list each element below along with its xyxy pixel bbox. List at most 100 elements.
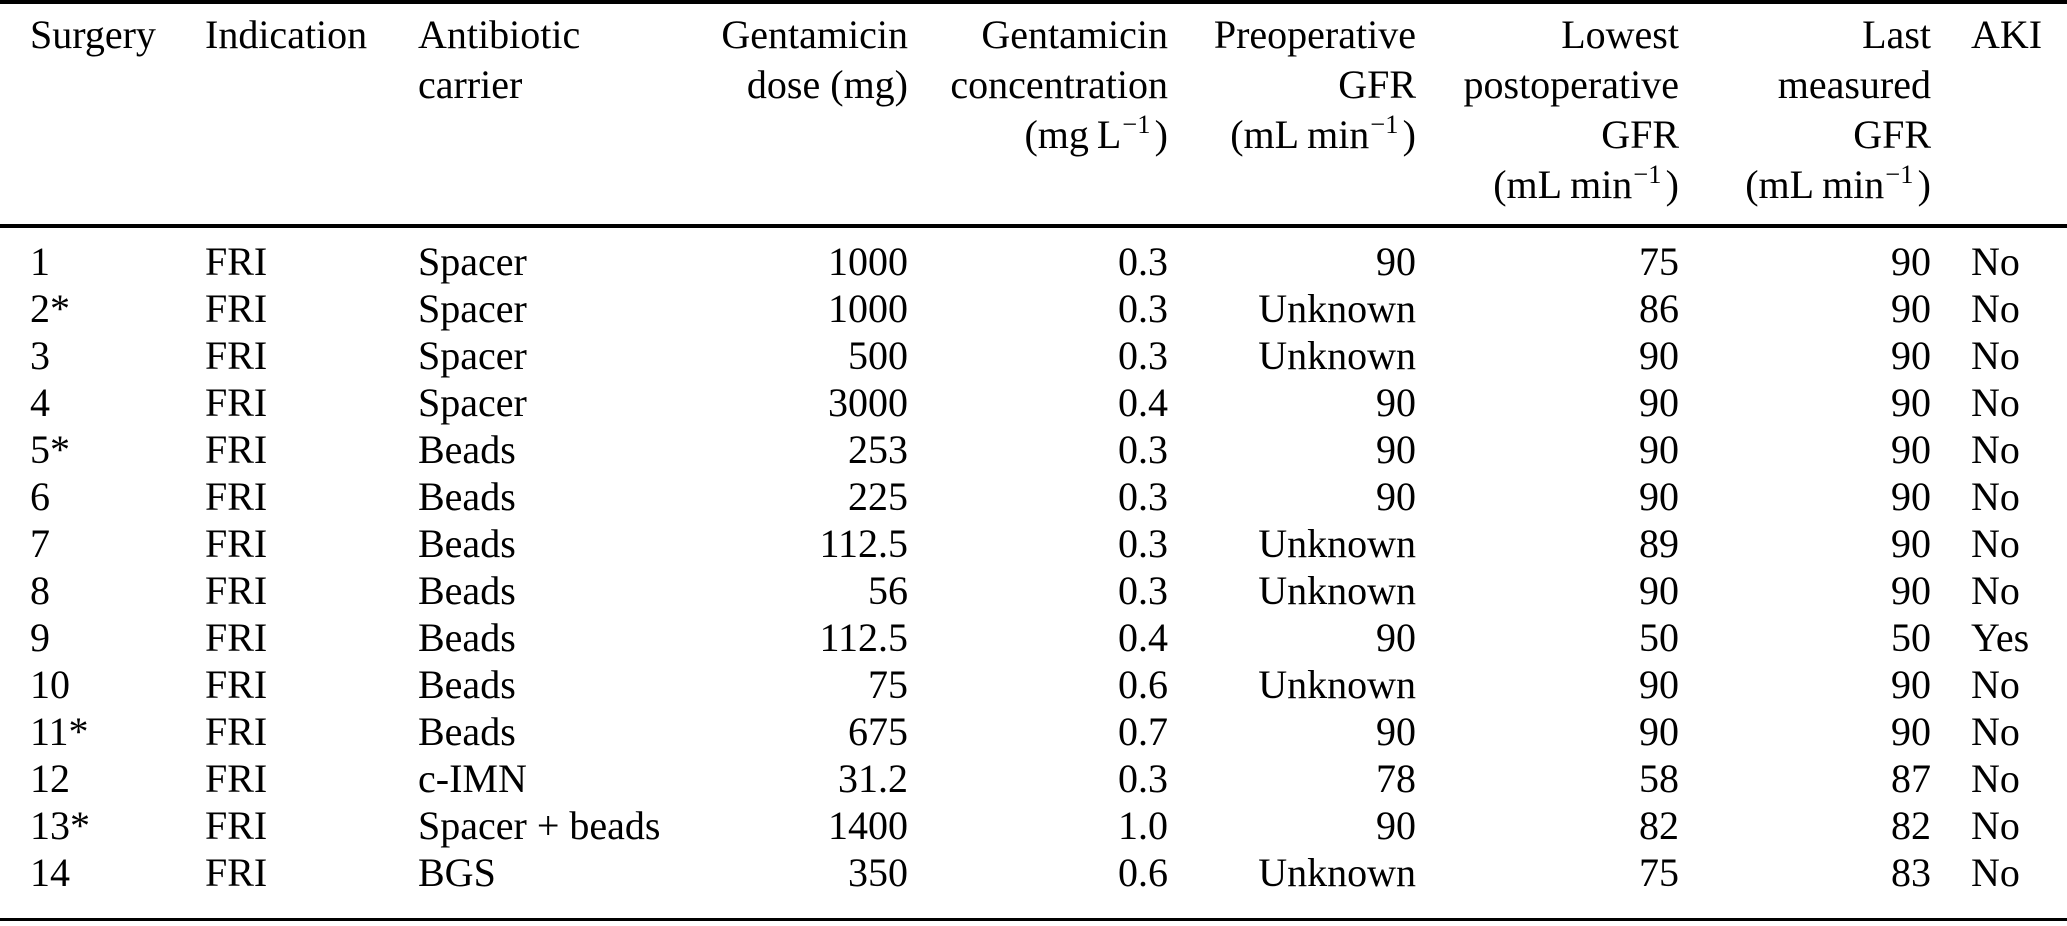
header-line: measured <box>1777 62 1931 107</box>
cell-aki: No <box>1971 427 2020 472</box>
cell-gentamicin-concentration: 0.3 <box>1118 474 1168 519</box>
cell-gentamicin-dose: 31.2 <box>838 756 908 801</box>
cell-gentamicin-dose: 1000 <box>828 286 908 331</box>
cell-last-measured-gfr: 90 <box>1891 333 1931 378</box>
header-line: GFR <box>1338 62 1416 107</box>
cell-indication: FRI <box>205 427 268 472</box>
table-row: 6 FRI Beads 225 0.3 90 90 90 No <box>0 473 2067 520</box>
cell-gentamicin-dose: 112.5 <box>819 521 908 566</box>
header-line: postoperative <box>1463 62 1680 107</box>
cell-last-measured-gfr: 90 <box>1891 709 1931 754</box>
cell-antibiotic-carrier: Spacer + beads <box>418 803 661 848</box>
cell-indication: FRI <box>205 568 268 613</box>
cell-aki: No <box>1971 521 2020 566</box>
cell-preoperative-gfr: Unknown <box>1258 521 1416 566</box>
cell-last-measured-gfr: 83 <box>1891 850 1931 895</box>
cell-preoperative-gfr: Unknown <box>1258 568 1416 613</box>
cell-aki: No <box>1971 803 2020 848</box>
cell-gentamicin-concentration: 0.4 <box>1118 380 1168 425</box>
cell-gentamicin-dose: 3000 <box>828 380 908 425</box>
header-line: Gentamicin <box>721 12 908 57</box>
col-header-last-measured-gfr: Last measured GFR (mL min−1) <box>1679 2 1931 228</box>
header-unit-line: (mL min−1) <box>1230 109 1416 157</box>
cell-surgery: 3 <box>30 333 50 378</box>
table-row: 13* FRI Spacer + beads 1400 1.0 90 82 82 No <box>0 802 2067 849</box>
cell-antibiotic-carrier: Beads <box>418 474 516 519</box>
header-line: GFR <box>1853 112 1931 157</box>
cell-preoperative-gfr: Unknown <box>1258 662 1416 707</box>
table-row: 14 FRI BGS 350 0.6 Unknown 75 83 No <box>0 849 2067 920</box>
cell-antibiotic-carrier: Beads <box>418 709 516 754</box>
cell-last-measured-gfr: 90 <box>1891 380 1931 425</box>
cell-preoperative-gfr: 90 <box>1376 803 1416 848</box>
table-row: 10 FRI Beads 75 0.6 Unknown 90 90 No <box>0 661 2067 708</box>
cell-antibiotic-carrier: Spacer <box>418 333 527 378</box>
cell-last-measured-gfr: 90 <box>1891 662 1931 707</box>
header-line: carrier <box>418 62 523 107</box>
table-row: 1 FRI Spacer 1000 0.3 90 75 90 No <box>0 226 2067 285</box>
header-unit-line: (mL min−1) <box>1745 159 1931 207</box>
table-row: 2* FRI Spacer 1000 0.3 Unknown 86 90 No <box>0 285 2067 332</box>
cell-antibiotic-carrier: Spacer <box>418 239 527 284</box>
cell-gentamicin-dose: 1000 <box>828 239 908 284</box>
cell-gentamicin-concentration: 0.3 <box>1118 521 1168 566</box>
table-row: 8 FRI Beads 56 0.3 Unknown 90 90 No <box>0 567 2067 614</box>
table-row: 5* FRI Beads 253 0.3 90 90 90 No <box>0 426 2067 473</box>
cell-preoperative-gfr: Unknown <box>1258 850 1416 895</box>
cell-gentamicin-dose: 500 <box>848 333 908 378</box>
cell-gentamicin-dose: 253 <box>848 427 908 472</box>
cell-lowest-postoperative-gfr: 89 <box>1639 521 1679 566</box>
header-line: Lowest <box>1561 12 1679 57</box>
cell-lowest-postoperative-gfr: 90 <box>1639 474 1679 519</box>
cell-gentamicin-concentration: 0.3 <box>1118 333 1168 378</box>
header-line: GFR <box>1601 112 1679 157</box>
cell-gentamicin-concentration: 0.3 <box>1118 239 1168 284</box>
cell-antibiotic-carrier: Beads <box>418 521 516 566</box>
cell-antibiotic-carrier: c-IMN <box>418 756 527 801</box>
cell-gentamicin-concentration: 0.6 <box>1118 662 1168 707</box>
cell-aki: No <box>1971 239 2020 284</box>
cell-preoperative-gfr: 90 <box>1376 239 1416 284</box>
cell-last-measured-gfr: 50 <box>1891 615 1931 660</box>
cell-surgery: 1 <box>30 239 50 284</box>
cell-indication: FRI <box>205 521 268 566</box>
cell-antibiotic-carrier: Spacer <box>418 380 527 425</box>
cell-gentamicin-concentration: 0.3 <box>1118 286 1168 331</box>
cell-last-measured-gfr: 82 <box>1891 803 1931 848</box>
col-header-antibiotic-carrier: Antibiotic carrier <box>418 2 700 228</box>
cell-gentamicin-concentration: 1.0 <box>1118 803 1168 848</box>
cell-surgery: 10 <box>30 662 70 707</box>
cell-lowest-postoperative-gfr: 90 <box>1639 380 1679 425</box>
cell-aki: No <box>1971 662 2020 707</box>
cell-gentamicin-dose: 1400 <box>828 803 908 848</box>
header-line: Indication <box>205 12 368 57</box>
cell-indication: FRI <box>205 615 268 660</box>
col-header-indication: Indication <box>205 2 418 228</box>
cell-lowest-postoperative-gfr: 90 <box>1639 662 1679 707</box>
header-line: Preoperative <box>1213 12 1416 57</box>
cell-aki: No <box>1971 333 2020 378</box>
cell-surgery: 11* <box>30 709 89 754</box>
col-header-aki: AKI <box>1931 2 2067 228</box>
superscript: −1 <box>1633 159 1662 190</box>
cell-surgery: 12 <box>30 756 70 801</box>
col-header-gentamicin-concentration: Gentamicin concentration (mg L−1) <box>908 2 1168 228</box>
cell-indication: FRI <box>205 286 268 331</box>
cell-aki: No <box>1971 568 2020 613</box>
cell-surgery: 13* <box>30 803 90 848</box>
cell-lowest-postoperative-gfr: 90 <box>1639 709 1679 754</box>
cell-surgery: 14 <box>30 850 70 895</box>
cell-surgery: 7 <box>30 521 50 566</box>
cell-aki: No <box>1971 850 2020 895</box>
header-unit-line: (mg L−1) <box>1024 109 1168 157</box>
table-row: 12 FRI c-IMN 31.2 0.3 78 58 87 No <box>0 755 2067 802</box>
header-line: Surgery <box>30 12 156 57</box>
cell-indication: FRI <box>205 709 268 754</box>
cell-gentamicin-concentration: 0.4 <box>1118 615 1168 660</box>
table-row: 11* FRI Beads 675 0.7 90 90 90 No <box>0 708 2067 755</box>
cell-aki: No <box>1971 756 2020 801</box>
cell-last-measured-gfr: 90 <box>1891 286 1931 331</box>
cell-surgery: 9 <box>30 615 50 660</box>
cell-preoperative-gfr: Unknown <box>1258 286 1416 331</box>
